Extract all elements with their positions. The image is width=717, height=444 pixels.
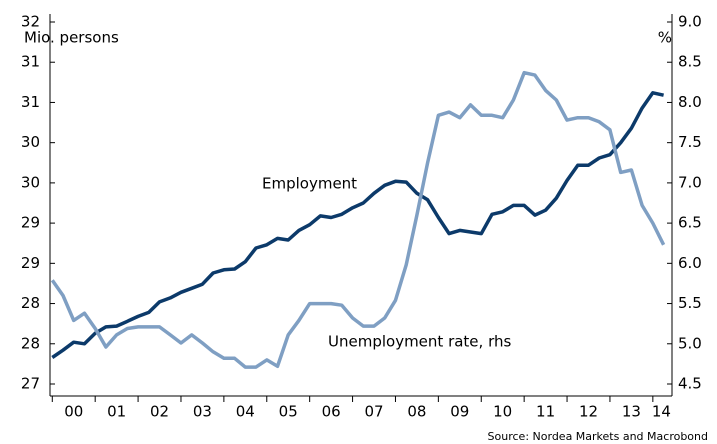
y2-tick-label: 4.5 [678,375,702,393]
x-tick-label: 14 [652,403,671,421]
annotation: Unemployment rate, rhs [328,333,511,351]
y-tick-label: 31 [21,93,40,111]
y-tick-label: 29 [21,254,40,272]
y2-axis-label: % [658,29,672,47]
y2-tick-label: 5.5 [678,294,702,312]
y-tick-label: 28 [21,294,40,312]
x-tick-label: 01 [107,403,126,421]
x-tick-label: 05 [279,403,298,421]
y-axis-label: Mio. persons [24,29,119,47]
x-tick-label: 08 [407,403,426,421]
series-line [51,91,664,359]
y2-tick-label: 7.0 [678,173,702,191]
y-tick-label: 30 [21,173,40,191]
y2-tick-label: 6.5 [678,214,702,232]
y-tick-label: 32 [21,13,40,31]
x-tick-label: 07 [364,403,383,421]
x-tick-label: 10 [493,403,512,421]
y2-tick-label: 9.0 [678,13,702,31]
y-tick-label: 29 [21,214,40,232]
x-tick-label: 00 [64,403,83,421]
y-tick-label: 27 [21,375,40,393]
y-tick-label: 30 [21,133,40,151]
annotation: Employment [262,175,357,193]
x-tick-label: 04 [236,403,255,421]
x-tick-label: 02 [150,403,169,421]
y2-tick-label: 5.0 [678,334,702,352]
y2-tick-label: 6.0 [678,254,702,272]
x-tick-label: 12 [579,403,598,421]
source: Source: Nordea Markets and Macrobond [488,430,708,443]
series-line [50,70,666,369]
x-tick-label: 09 [450,403,469,421]
x-tick-label: 03 [193,403,212,421]
y2-tick-label: 8.5 [678,53,702,71]
y-tick-label: 31 [21,53,40,71]
y2-tick-label: 7.5 [678,133,702,151]
y-tick-label: 28 [21,334,40,352]
x-tick-label: 11 [536,403,555,421]
x-tick-label: 06 [322,403,341,421]
y2-tick-label: 8.0 [678,93,702,111]
x-tick-label: 13 [622,403,641,421]
